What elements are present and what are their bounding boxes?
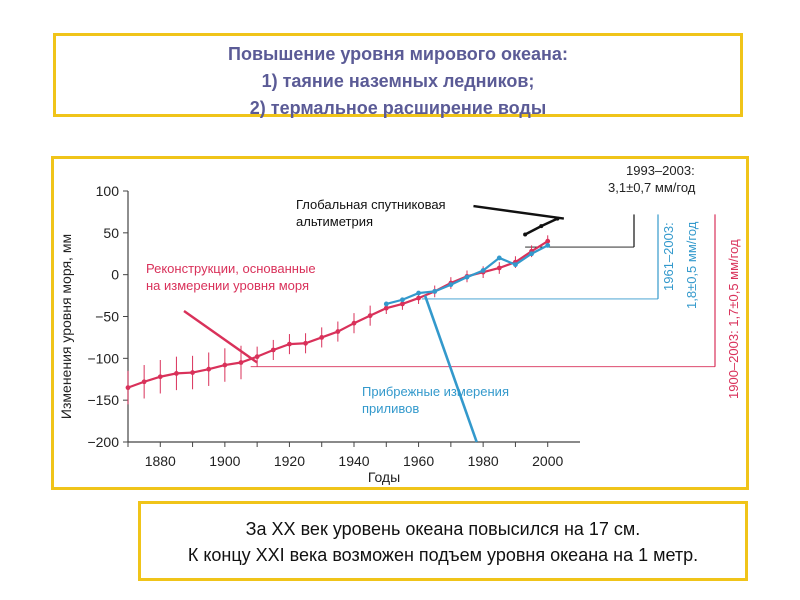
rate-1993-line-2: 3,1±0,7 мм/год [608,180,696,195]
data-point [400,297,405,303]
data-point [303,340,308,346]
y-tick-label: −200 [87,434,119,450]
data-point [464,274,470,280]
chart-axes: 100 50 0 −50 −100 −150 −200 1880 1900 1920 1940 196… [58,183,580,485]
y-tick-label: 50 [103,225,119,241]
data-point [335,329,341,334]
data-point [222,362,228,368]
data-point [545,242,551,248]
satellite-leader [473,204,565,220]
data-point [496,255,502,261]
data-point [206,366,212,372]
data-point [448,282,454,288]
data-point [480,268,486,273]
data-point [416,290,421,296]
y-tick-label: 0 [111,267,119,283]
satellite-label-2: альтиметрия [296,214,373,229]
satellite-label-1: Глобальная спутниковая [296,197,446,212]
note-line-2: К концу XXI века возможен подъем уровня … [187,545,699,565]
recon-label-1: Реконструкции, основанные [146,261,316,276]
data-point [539,224,544,229]
recon-leader [183,310,258,364]
recon-label-2: на измерении уровня моря [146,278,309,293]
tide-label-2: приливов [362,401,419,416]
data-point [238,360,244,365]
x-axis-title: Годы [368,469,400,485]
data-point [529,251,534,257]
data-point [383,301,389,307]
data-point [416,295,421,301]
x-tick-label: 1980 [468,453,499,469]
data-point [367,313,373,319]
y-axis-title: Изменения уровня моря, мм [58,234,74,419]
x-tick-label: 1960 [403,453,434,469]
rate-1900-line-1: 1900–2003: 1,7±0,5 мм/год [726,239,741,399]
sea-level-chart: 100 50 0 −50 −100 −150 −200 1880 1900 1920 1940 196… [58,163,741,485]
data-point [383,305,389,311]
data-point [254,354,260,360]
data-point [496,265,502,271]
title-box: Повышение уровня мирового океана: 1) тая… [53,33,743,118]
data-point [125,385,131,391]
x-tick-label: 1940 [338,453,369,469]
x-tick-label: 2000 [532,453,563,469]
y-tick-label: −100 [87,350,119,366]
y-tick-label: −50 [95,309,119,325]
chart-annotations: Глобальная спутниковая альтиметрия Рекон… [146,163,741,416]
data-point [190,370,195,375]
x-tick-label: 1900 [209,453,240,469]
x-tick-label: 1920 [274,453,305,469]
data-point [141,379,147,385]
rate-1961-line-1: 1961–2003: [661,222,676,291]
tide-leader [423,295,478,443]
title-line-1: Повышение уровня мирового океана: [228,44,568,64]
data-point [270,347,276,353]
note-line-1: За XX век уровень океана повысился на 17… [245,519,641,539]
y-tick-label: 100 [96,183,120,199]
chart-marks [125,204,716,443]
title-line-2: 1) таяние наземных ледников; [261,71,535,91]
data-point [319,335,325,340]
x-tick-label: 1880 [145,453,176,469]
data-point [523,232,528,237]
data-point [432,289,438,294]
data-point [351,320,357,326]
rate-1993-line-1: 1993–2003: [626,163,695,178]
note-box: За XX век уровень океана повысился на 17… [138,501,748,581]
data-point [157,374,163,380]
data-point [545,238,551,244]
chart-panel: 100 50 0 −50 −100 −150 −200 1880 1900 1920 1940 196… [51,156,749,490]
tide-label-1: Прибрежные измерения [362,384,509,399]
rate-1961-line-2: 1,8±0,5 мм/год [684,221,699,309]
data-point [287,341,292,347]
y-tick-label: −150 [87,392,119,408]
title-line-3: 2) термальное расширение воды [249,98,547,118]
data-point [400,301,405,307]
data-point [513,262,518,268]
data-point [174,370,179,376]
